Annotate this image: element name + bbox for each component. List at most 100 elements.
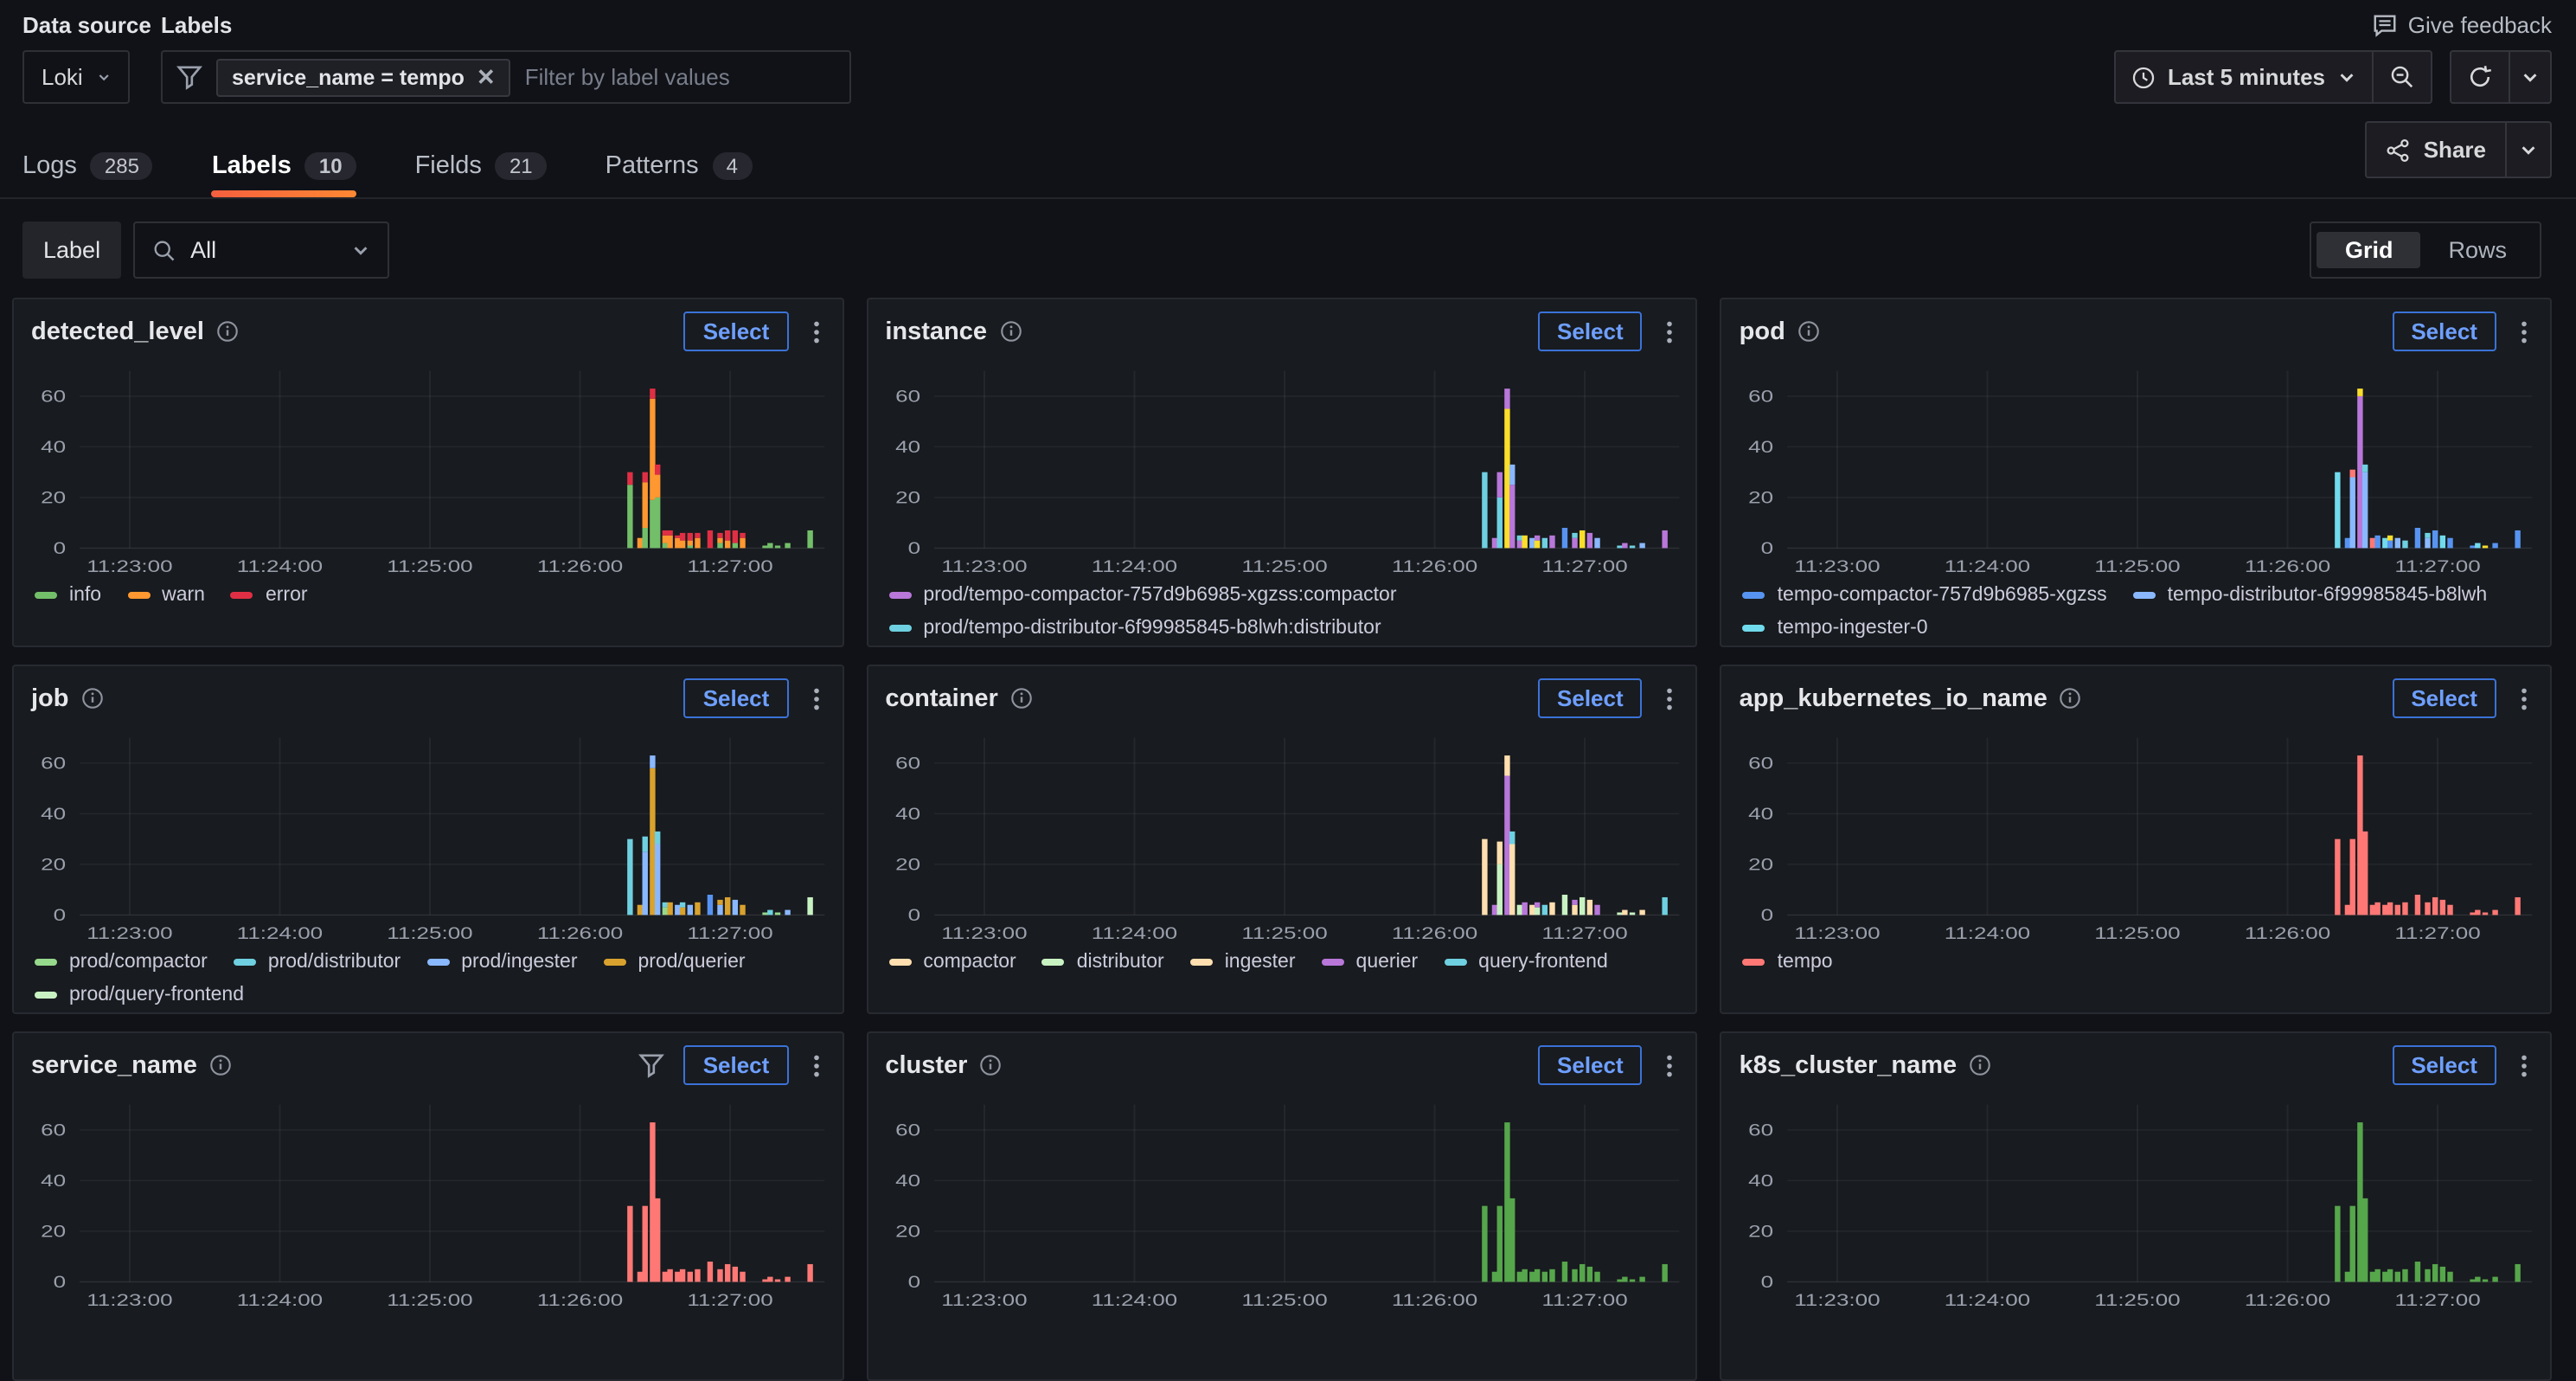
legend-item-tempo-compactor-757d9b6985-xgzss[interactable]: tempo-compactor-757d9b6985-xgzss — [1743, 585, 2107, 606]
panel-chart[interactable]: 020406011:23:0011:24:0011:25:0011:26:001… — [14, 355, 842, 580]
panel-chart[interactable]: 020406011:23:0011:24:0011:25:0011:26:001… — [1722, 722, 2550, 947]
legend-item-prod-compactor[interactable]: prod/compactor — [35, 952, 208, 973]
legend-item-tempo-distributor-6f99985845-b8lwh[interactable]: tempo-distributor-6f99985845-b8lwh — [2133, 585, 2488, 606]
tab-patterns[interactable]: Patterns 4 — [606, 152, 752, 197]
legend-item-info[interactable]: info — [35, 585, 101, 606]
legend-item-prod-query-frontend[interactable]: prod/query-frontend — [35, 985, 244, 1005]
info-icon[interactable] — [81, 687, 104, 710]
panel-chart[interactable]: 020406011:23:0011:24:0011:25:0011:26:001… — [1722, 355, 2550, 580]
panel-chart[interactable]: 020406011:23:0011:24:0011:25:0011:26:001… — [14, 1089, 842, 1314]
legend-item-tempo-ingester-0[interactable]: tempo-ingester-0 — [1743, 618, 1928, 639]
select-button[interactable]: Select — [1538, 312, 1643, 351]
legend-item-warn[interactable]: warn — [127, 585, 205, 606]
svg-text:11:23:00: 11:23:00 — [1795, 1291, 1881, 1310]
label-search-value: All — [190, 237, 337, 263]
svg-text:0: 0 — [54, 538, 66, 557]
grid-view-toggle[interactable]: Grid — [2317, 232, 2421, 268]
info-icon[interactable] — [216, 320, 239, 343]
legend-item-prod-querier[interactable]: prod/querier — [604, 952, 746, 973]
time-range-picker[interactable]: Last 5 minutes — [2114, 50, 2374, 104]
legend-item-prod-tempo-compactor-757d9b6985-xgzss-compactor[interactable]: prod/tempo-compactor-757d9b6985-xgzss:co… — [888, 585, 1396, 606]
kebab-menu-icon[interactable] — [804, 684, 828, 712]
panel-job: job Select 020406011:23:0011:24:0011:25:… — [12, 665, 843, 1014]
panels-grid: detected_level Select 020406011:23:0011:… — [12, 298, 2552, 1381]
svg-text:11:24:00: 11:24:00 — [1945, 924, 2030, 943]
svg-text:11:27:00: 11:27:00 — [1541, 924, 1627, 943]
info-icon[interactable] — [1969, 1054, 1991, 1076]
info-icon[interactable] — [979, 1054, 1002, 1076]
share-button[interactable]: Share — [2365, 121, 2507, 178]
filter-chip[interactable]: service_name = tempo ✕ — [216, 58, 511, 96]
info-icon[interactable] — [209, 1054, 232, 1076]
legend-item-compactor[interactable]: compactor — [888, 952, 1016, 973]
rows-view-toggle[interactable]: Rows — [2420, 232, 2534, 268]
legend-item-prod-distributor[interactable]: prod/distributor — [234, 952, 400, 973]
zoom-out-button[interactable] — [2374, 50, 2432, 104]
refresh-interval-dropdown[interactable] — [2510, 50, 2552, 104]
tab-fields[interactable]: Fields 21 — [415, 152, 547, 197]
select-button[interactable]: Select — [2392, 1045, 2496, 1085]
select-button[interactable]: Select — [684, 678, 789, 718]
label-search-select[interactable]: All — [133, 222, 389, 279]
top-header: Data source Labels Loki service_name = t… — [0, 0, 2576, 104]
info-icon[interactable] — [1010, 687, 1033, 710]
kebab-menu-icon[interactable] — [2512, 1051, 2536, 1079]
give-feedback-button[interactable]: Give feedback — [2372, 12, 2552, 38]
legend-item-prod-tempo-distributor-6f99985845-b8lwh-distributor[interactable]: prod/tempo-distributor-6f99985845-b8lwh:… — [888, 618, 1381, 639]
share-icon — [2386, 138, 2410, 162]
kebab-menu-icon[interactable] — [2512, 684, 2536, 712]
svg-text:11:27:00: 11:27:00 — [687, 1291, 772, 1310]
svg-text:11:24:00: 11:24:00 — [1091, 557, 1176, 576]
info-icon[interactable] — [1797, 320, 1820, 343]
svg-text:11:26:00: 11:26:00 — [2246, 1291, 2331, 1310]
panel-cluster: cluster Select 020406011:23:0011:24:0011… — [866, 1031, 1697, 1381]
select-button[interactable]: Select — [1538, 678, 1643, 718]
legend-item-querier[interactable]: querier — [1322, 952, 1419, 973]
panel-chart[interactable]: 020406011:23:0011:24:0011:25:0011:26:001… — [868, 355, 1695, 580]
legend-item-ingester[interactable]: ingester — [1190, 952, 1296, 973]
svg-text:40: 40 — [41, 437, 66, 456]
legend-label: tempo — [1778, 952, 1833, 973]
panel-legend: prod/tempo-compactor-757d9b6985-xgzss:co… — [868, 580, 1695, 647]
panel-title: container — [885, 684, 998, 712]
kebab-menu-icon[interactable] — [1658, 1051, 1682, 1079]
svg-text:11:27:00: 11:27:00 — [687, 557, 772, 576]
kebab-menu-icon[interactable] — [804, 318, 828, 345]
label-filter-input[interactable]: service_name = tempo ✕ Filter by label v… — [161, 50, 851, 104]
label-box-text: Label — [43, 237, 100, 263]
refresh-button[interactable] — [2450, 50, 2510, 104]
close-icon[interactable]: ✕ — [477, 66, 496, 88]
legend-item-distributor[interactable]: distributor — [1042, 952, 1164, 973]
info-icon[interactable] — [999, 320, 1022, 343]
panel-service_name: service_name Select 020406011:23:0011:24… — [12, 1031, 843, 1381]
active-filter-funnel-icon[interactable] — [639, 1052, 665, 1078]
panel-instance: instance Select 020406011:23:0011:24:001… — [866, 298, 1697, 647]
select-button[interactable]: Select — [2392, 678, 2496, 718]
kebab-menu-icon[interactable] — [2512, 318, 2536, 345]
legend-item-tempo[interactable]: tempo — [1743, 952, 1833, 973]
svg-text:60: 60 — [1749, 754, 1774, 773]
panel-chart[interactable]: 020406011:23:0011:24:0011:25:0011:26:001… — [868, 722, 1695, 947]
legend-item-prod-ingester[interactable]: prod/ingester — [426, 952, 577, 973]
select-button[interactable]: Select — [684, 312, 789, 351]
datasource-select[interactable]: Loki — [22, 50, 130, 104]
select-button[interactable]: Select — [684, 1045, 789, 1085]
tab-logs[interactable]: Logs 285 — [22, 152, 153, 197]
legend-item-query-frontend[interactable]: query-frontend — [1444, 952, 1608, 973]
panel-chart[interactable]: 020406011:23:0011:24:0011:25:0011:26:001… — [868, 1089, 1695, 1314]
kebab-menu-icon[interactable] — [1658, 318, 1682, 345]
select-button[interactable]: Select — [1538, 1045, 1643, 1085]
tab-label: Fields — [415, 152, 482, 180]
panel-chart[interactable]: 020406011:23:0011:24:0011:25:0011:26:001… — [14, 722, 842, 947]
svg-text:11:25:00: 11:25:00 — [387, 924, 472, 943]
share-dropdown-button[interactable] — [2507, 121, 2552, 178]
select-button[interactable]: Select — [2392, 312, 2496, 351]
panel-title: job — [31, 684, 69, 712]
kebab-menu-icon[interactable] — [804, 1051, 828, 1079]
legend-item-error[interactable]: error — [231, 585, 308, 606]
kebab-menu-icon[interactable] — [1658, 684, 1682, 712]
tab-labels[interactable]: Labels 10 — [212, 152, 356, 197]
funnel-icon — [176, 64, 202, 90]
info-icon[interactable] — [2060, 687, 2082, 710]
panel-chart[interactable]: 020406011:23:0011:24:0011:25:0011:26:001… — [1722, 1089, 2550, 1314]
